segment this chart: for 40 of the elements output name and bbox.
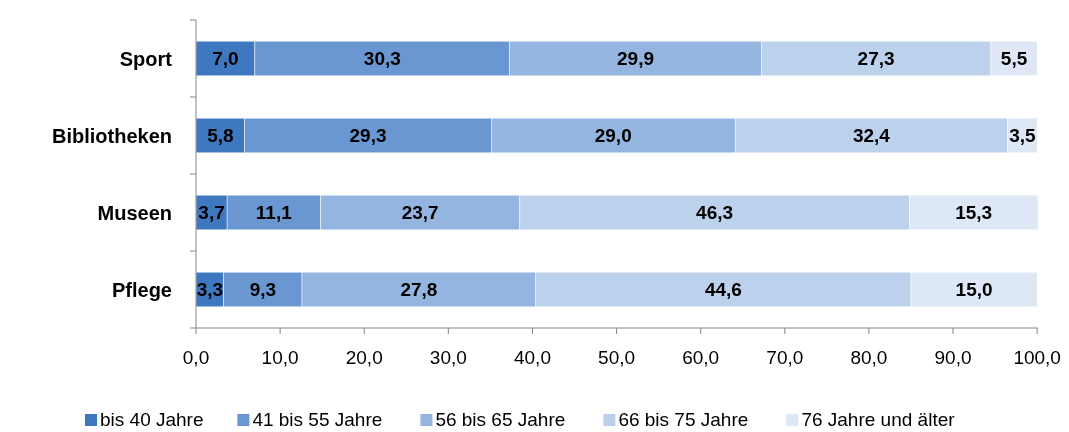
data-label: 27,8 [400, 279, 438, 300]
data-label: 29,3 [349, 125, 387, 146]
x-tick-label: 100,0 [1013, 347, 1061, 368]
x-tick-label: 0,0 [182, 347, 210, 368]
x-tick-label: 50,0 [598, 347, 636, 368]
data-label: 15,3 [955, 202, 993, 223]
data-label: 29,0 [594, 125, 632, 146]
y-tick-label: Museen [97, 201, 172, 224]
legend-label: 41 bis 55 Jahre [252, 409, 383, 430]
x-tick-label: 40,0 [513, 347, 551, 368]
legend-label: 56 bis 65 Jahre [435, 409, 566, 430]
data-label: 3,7 [198, 202, 225, 223]
data-label: 46,3 [696, 202, 734, 223]
data-label: 23,7 [401, 202, 439, 223]
x-tick-label: 80,0 [850, 347, 888, 368]
x-tick-label: 30,0 [429, 347, 467, 368]
data-label: 30,3 [363, 48, 401, 69]
data-label: 7,0 [212, 48, 239, 69]
y-tick-label: Sport [119, 47, 173, 70]
data-label: 15,0 [955, 279, 993, 300]
data-label: 44,6 [704, 279, 742, 300]
data-label: 5,5 [1000, 48, 1028, 69]
y-tick-label: Pflege [111, 278, 172, 301]
data-label: 9,3 [249, 279, 277, 300]
data-label: 32,4 [852, 125, 891, 146]
x-tick-label: 10,0 [261, 347, 299, 368]
data-label: 11,1 [255, 202, 293, 223]
x-tick-label: 70,0 [766, 347, 804, 368]
data-label: 5,8 [207, 125, 234, 146]
data-label: 3,3 [196, 279, 224, 300]
legend-label: 66 bis 75 Jahre [618, 409, 749, 430]
legend-label: bis 40 Jahre [100, 409, 204, 430]
data-label: 27,3 [857, 48, 895, 69]
x-tick-label: 20,0 [345, 347, 383, 368]
data-label: 29,9 [617, 48, 654, 69]
legend-label: 76 Jahre und älter [801, 409, 956, 430]
data-label: 3,5 [1009, 125, 1037, 146]
y-tick-label: Bibliotheken [51, 124, 172, 147]
x-tick-label: 90,0 [934, 347, 972, 368]
x-tick-label: 60,0 [682, 347, 720, 368]
